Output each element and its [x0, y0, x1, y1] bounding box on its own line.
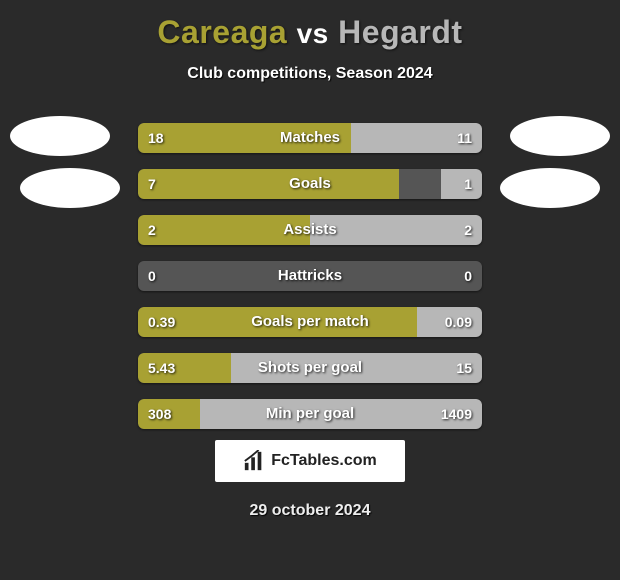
subtitle: Club competitions, Season 2024	[0, 65, 620, 83]
stat-row: 3081409Min per goal	[138, 399, 482, 429]
stat-fill-left	[138, 169, 399, 199]
stat-fill-right	[231, 353, 482, 383]
player1-avatar-placeholder	[10, 116, 110, 156]
stat-value-right: 0	[454, 261, 482, 291]
stat-fill-left	[138, 215, 310, 245]
stat-row: 1811Matches	[138, 123, 482, 153]
vs-text: vs	[297, 18, 329, 49]
player1-name: Careaga	[157, 14, 287, 50]
player2-name: Hegardt	[338, 14, 462, 50]
stat-fill-right	[310, 215, 482, 245]
stat-row: 0 0Hattricks	[138, 261, 482, 291]
player1-team-placeholder	[20, 168, 120, 208]
stat-fill-right	[441, 169, 482, 199]
stat-fill-left	[138, 399, 200, 429]
stat-fill-right	[200, 399, 482, 429]
stat-value-left: 0	[138, 261, 166, 291]
stat-fill-left	[138, 123, 351, 153]
stat-row: 5.4315Shots per goal	[138, 353, 482, 383]
player2-avatar-placeholder	[510, 116, 610, 156]
stat-label: Hattricks	[138, 261, 482, 291]
stat-fill-left	[138, 307, 417, 337]
stats-bars-container: 1811Matches 71Goals 22Assists 0 0Hattricks 0.…	[138, 123, 482, 445]
site-logo: FcTables.com	[215, 440, 405, 482]
stat-row: 22Assists	[138, 215, 482, 245]
site-name: FcTables.com	[271, 452, 377, 470]
chart-icon	[243, 450, 265, 472]
player2-team-placeholder	[500, 168, 600, 208]
stat-row: 71Goals	[138, 169, 482, 199]
footer-date: 29 october 2024	[0, 502, 620, 520]
stat-row: 0.390.09Goals per match	[138, 307, 482, 337]
stat-fill-left	[138, 353, 231, 383]
comparison-title: Careaga vs Hegardt	[0, 0, 620, 51]
stat-fill-right	[351, 123, 482, 153]
stat-fill-right	[417, 307, 482, 337]
